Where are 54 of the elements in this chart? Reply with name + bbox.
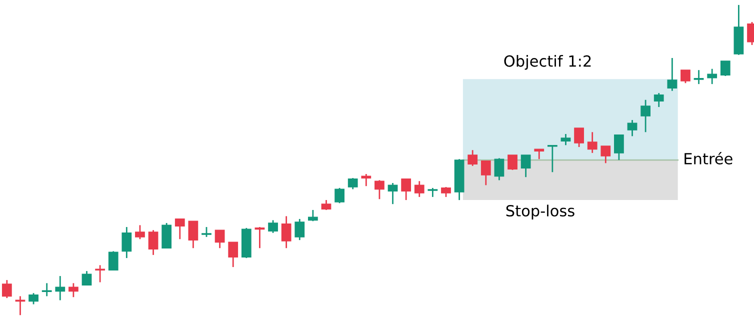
candlestick [587,131,598,154]
candlestick [281,215,292,249]
candlestick [55,275,66,301]
candlestick [254,226,265,249]
candlestick [560,133,571,146]
candlestick [694,69,704,85]
candlestick [680,69,690,84]
candlestick [294,218,305,241]
candlestick [654,92,664,108]
candlestick [348,177,358,190]
candlestick [614,134,624,161]
candlestick [600,145,611,164]
candlestick [68,282,78,298]
candlestick [214,229,225,249]
candlestick [640,99,651,133]
candlestick [361,173,372,187]
candlestick [494,157,504,181]
candlestick [388,182,398,205]
candlestick [228,242,238,268]
candlestick [42,282,52,297]
candlestick [334,187,344,204]
candlestick [308,209,318,222]
candlestick [547,144,558,173]
candlestick [162,222,172,249]
candlestick [174,218,185,240]
candlestick [707,68,718,85]
candlestick [520,154,531,178]
candlestick [202,226,212,238]
band-label: Stop-loss [506,204,574,220]
band-label: Objectif 1:2 [504,55,591,70]
candlestick [720,60,730,77]
candlestick [401,178,412,201]
candlestick [374,180,384,200]
candlestick [667,57,678,92]
candlestick [148,229,158,256]
candlestick [28,292,38,305]
candlestick [268,220,278,234]
candlestick [321,199,332,211]
candlestick [122,226,132,259]
candlestick [534,148,544,160]
candlestick [441,186,451,198]
candlestick [2,279,12,299]
candlestick [480,160,491,186]
ref-line-label: Entrée [684,152,732,164]
candlestick [627,119,638,137]
candlestick [108,250,118,271]
candlestick [95,264,105,283]
candlestick [82,270,92,286]
candlestick [135,224,145,240]
candlestick [468,149,478,167]
candlestick [508,154,518,171]
candlestick [414,180,424,198]
candlestick [574,127,584,148]
candlestick [188,220,198,249]
